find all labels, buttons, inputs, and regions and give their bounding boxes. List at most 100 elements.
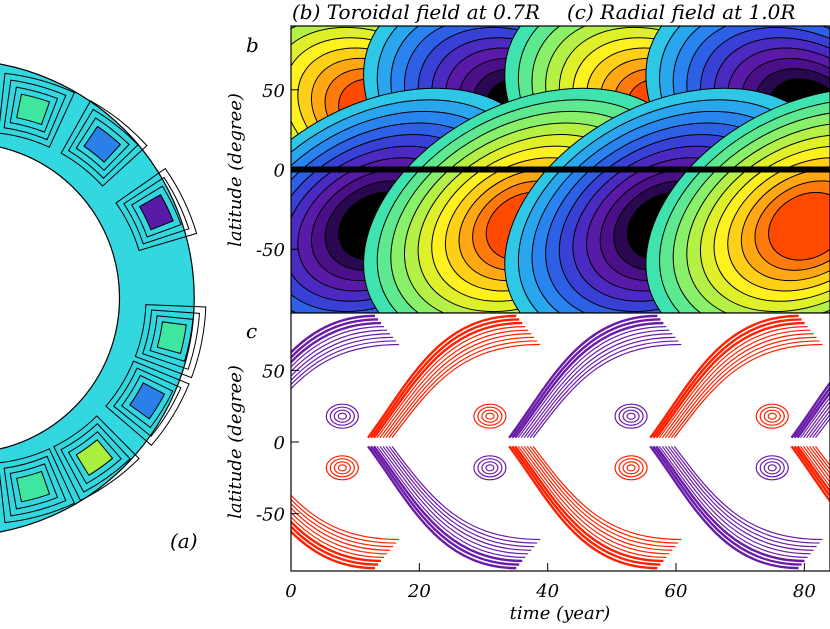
cell-contour: [60, 423, 131, 493]
radial-field-line: [291, 343, 400, 390]
loop-contour: [333, 409, 351, 423]
radial-field-line: [523, 333, 673, 439]
loop-contour: [767, 464, 777, 472]
radial-field-line: [529, 445, 679, 544]
cell-contour: [149, 315, 194, 362]
loop-contour: [763, 461, 781, 475]
radial-field-line: [291, 340, 397, 386]
cell-contour: [83, 125, 122, 163]
cell-contour: [115, 167, 198, 252]
radial-field-line: [790, 445, 830, 504]
radial-field-line: [382, 333, 532, 439]
radial-field-line: [511, 445, 661, 566]
radial-field-line: [793, 445, 830, 499]
loop-contour: [477, 458, 503, 478]
lowlat-loop: [325, 403, 359, 429]
radial-field-line: [529, 340, 679, 439]
loop-contour: [767, 412, 777, 420]
panel-c-background: [291, 313, 830, 571]
radial-field-line: [796, 390, 830, 439]
radial-field-line: [800, 396, 830, 439]
lowlat-loop: [614, 403, 648, 429]
radial-field-line: [370, 318, 520, 439]
panel-c-xtick-label: 40: [535, 581, 559, 602]
radial-field-line: [661, 445, 811, 555]
radial-field-line: [291, 329, 388, 373]
loop-contour: [759, 406, 785, 426]
radial-field-line: [661, 329, 811, 439]
cell-contour: [67, 108, 139, 179]
cell-contour: [53, 415, 140, 502]
radial-field-line: [291, 494, 400, 541]
radial-field-line: [803, 400, 830, 439]
lowlat-loop: [755, 403, 789, 429]
radial-field-line: [291, 511, 388, 555]
meridional-cell: [134, 304, 207, 379]
cell-contour: [0, 448, 76, 524]
radial-field-line: [385, 445, 535, 548]
loop-contour: [763, 409, 781, 423]
panel-c-lines: [291, 314, 830, 570]
meridional-cell: [53, 415, 140, 502]
loop-contour: [622, 409, 640, 423]
radial-field-line: [667, 445, 817, 548]
cell-contour: [138, 193, 174, 231]
panel-c-xlabel: time (year): [510, 603, 611, 624]
radial-field-line: [391, 445, 541, 541]
radial-field-line: [796, 445, 830, 494]
cell-contour: [3, 79, 67, 141]
meridional-cell: [115, 167, 198, 252]
loop-contour: [618, 458, 644, 478]
loop-contour: [614, 403, 648, 429]
panel-c-header: (c) Radial field at 1.0R: [567, 0, 795, 24]
radial-field-line: [291, 314, 376, 355]
panel-b-header: (b) Toroidal field at 0.7R: [292, 0, 540, 24]
cell-contour: [156, 321, 187, 355]
radial-field-line: [526, 445, 676, 548]
panel-a-label: (a): [170, 529, 198, 553]
loop-contour: [333, 461, 351, 475]
cell-contour: [121, 374, 174, 429]
radial-field-line: [517, 326, 667, 439]
cell-contour: [129, 382, 166, 420]
radial-field-line: [291, 333, 391, 377]
radial-field-line: [670, 340, 820, 439]
radial-field-line: [388, 445, 538, 544]
meridional-cell: [0, 72, 76, 148]
cell-contour: [9, 463, 59, 510]
radial-field-line: [291, 318, 379, 360]
panel-c-ytick-label: -50: [256, 505, 285, 526]
radial-field-line: [667, 336, 817, 439]
radial-field-line: [673, 343, 823, 439]
loop-contour: [481, 409, 499, 423]
radial-field-line: [291, 529, 376, 570]
radial-field-line: [388, 340, 538, 439]
loop-contour: [755, 403, 789, 429]
cell-contour: [134, 304, 207, 379]
radial-field-line: [652, 318, 802, 439]
loop-contour: [626, 464, 636, 472]
radial-field-line: [367, 314, 517, 439]
loop-contour: [477, 406, 503, 426]
panel-a-meridional-plot: [0, 63, 207, 533]
cell-contour: [60, 100, 148, 187]
cell-contour: [9, 86, 59, 133]
cell-contour: [0, 72, 76, 148]
cell-contour: [75, 117, 130, 172]
panel-c-label: c: [246, 319, 257, 343]
panel-c-ylabel: latitude (degree): [225, 365, 246, 519]
radial-field-line: [670, 445, 820, 544]
radial-field-line: [379, 445, 529, 555]
radial-field-line: [508, 314, 658, 439]
radial-field-line: [532, 445, 682, 541]
cell-contour: [113, 367, 182, 438]
cell-contour: [16, 470, 51, 503]
axes-text: 50 0 -50 50 0 -50 0 20 40 60 80: [256, 81, 816, 602]
loop-contour: [337, 464, 347, 472]
radial-field-line: [291, 502, 394, 548]
loop-contour: [614, 455, 648, 481]
radial-field-line: [291, 498, 397, 544]
panel-b-ytick-label: 50: [262, 81, 285, 102]
panel-b-label: b: [246, 33, 259, 57]
loop-contour: [485, 412, 495, 420]
